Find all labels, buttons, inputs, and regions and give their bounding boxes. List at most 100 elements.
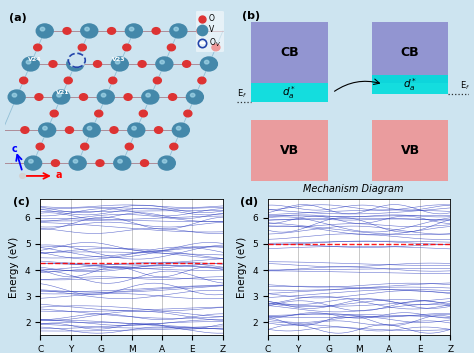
Circle shape [204,60,209,64]
Circle shape [182,61,191,67]
Circle shape [81,143,89,150]
Circle shape [186,90,203,104]
Circle shape [153,77,161,84]
Circle shape [95,110,103,117]
Circle shape [123,44,131,51]
Circle shape [140,160,148,166]
Circle shape [170,143,178,150]
Circle shape [138,61,146,67]
Circle shape [57,93,61,97]
Circle shape [21,127,29,133]
Circle shape [83,123,100,137]
Circle shape [170,24,187,38]
Circle shape [80,94,88,100]
Circle shape [81,24,98,38]
Circle shape [101,93,106,97]
Circle shape [212,44,220,51]
Circle shape [198,77,206,84]
Circle shape [158,156,175,170]
Circle shape [19,174,26,178]
Circle shape [63,28,71,34]
Circle shape [109,77,117,84]
Circle shape [160,60,164,64]
Legend: O, V, O$_V$: O, V, O$_V$ [196,11,224,52]
Text: c: c [11,144,17,154]
Circle shape [19,77,27,84]
Bar [251,120,328,180]
Text: CB: CB [280,46,299,59]
Text: E$_f$: E$_f$ [237,88,247,101]
Text: VB: VB [280,144,299,156]
Circle shape [96,160,104,166]
Bar [372,120,448,180]
Text: $d_a^*$: $d_a^*$ [403,76,417,92]
Circle shape [169,94,177,100]
Bar [251,83,328,102]
Circle shape [152,28,160,34]
Circle shape [93,61,101,67]
Circle shape [118,160,122,163]
Circle shape [174,27,178,31]
Text: (d): (d) [240,197,258,207]
Circle shape [34,44,42,51]
Circle shape [201,57,218,71]
Circle shape [163,160,167,163]
Circle shape [43,126,47,130]
Circle shape [167,44,175,51]
Circle shape [125,143,133,150]
Circle shape [155,127,163,133]
Text: E$_f$: E$_f$ [460,79,470,92]
Circle shape [49,61,57,67]
Circle shape [126,24,142,38]
Circle shape [156,57,173,71]
Circle shape [40,27,45,31]
Circle shape [197,28,205,34]
Bar [251,22,328,83]
Y-axis label: Energy (eV): Energy (eV) [237,237,247,298]
Circle shape [142,90,159,104]
Text: (a): (a) [9,13,27,23]
Circle shape [97,90,114,104]
Y-axis label: Energy (eV): Energy (eV) [9,237,19,298]
Circle shape [124,94,132,100]
Circle shape [191,93,195,97]
Circle shape [8,90,25,104]
Circle shape [64,77,72,84]
Bar [372,75,448,94]
Circle shape [129,27,134,31]
Circle shape [53,90,70,104]
Circle shape [78,44,86,51]
Text: V24: V24 [27,57,41,62]
Circle shape [51,160,59,166]
Text: (b): (b) [242,11,260,21]
Circle shape [73,160,78,163]
Circle shape [115,60,120,64]
Circle shape [50,110,58,117]
Circle shape [128,123,145,137]
Circle shape [87,126,92,130]
Text: (c): (c) [13,197,30,207]
Bar [372,22,448,83]
Text: VB: VB [401,144,419,156]
Circle shape [22,57,39,71]
Circle shape [114,156,131,170]
Circle shape [29,160,33,163]
Text: V23: V23 [112,57,126,62]
Text: V21: V21 [56,90,70,95]
Circle shape [111,57,128,71]
Circle shape [25,156,42,170]
Circle shape [176,126,181,130]
Circle shape [108,28,116,34]
Circle shape [132,126,137,130]
Circle shape [36,24,53,38]
Text: Mechanism Diagram: Mechanism Diagram [303,184,403,194]
Circle shape [69,156,86,170]
Circle shape [71,60,75,64]
Text: a: a [56,170,63,180]
Text: $d_a^*$: $d_a^*$ [282,84,296,101]
Circle shape [85,27,89,31]
Circle shape [173,123,189,137]
Circle shape [146,93,150,97]
Circle shape [184,110,192,117]
Circle shape [36,143,44,150]
